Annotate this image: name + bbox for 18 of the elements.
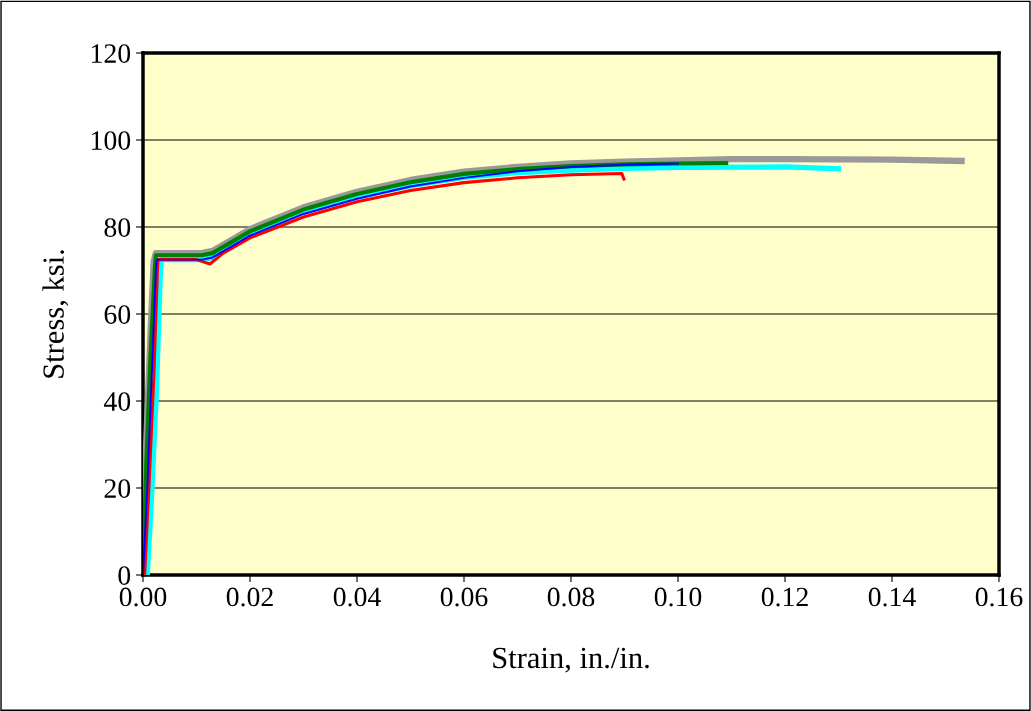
y-tick-label: 120: [91, 44, 131, 63]
y-tick-label: 20: [104, 479, 131, 498]
x-tick-label: 0.00: [119, 587, 167, 607]
x-axis-title: Strain, in./in.: [493, 647, 649, 673]
y-tick-label: 100: [91, 131, 131, 150]
x-tick-label: 0.10: [654, 587, 702, 607]
y-axis-title: Stress, ksi.: [42, 250, 69, 378]
x-tick-label: 0.14: [868, 587, 916, 607]
x-tick-label: 0.06: [440, 587, 488, 607]
y-tick-label: 40: [103, 392, 131, 411]
y-tick-label: 80: [104, 218, 131, 237]
x-tick-label: 0.02: [226, 587, 273, 607]
x-tick-label: 0.16: [975, 587, 1023, 607]
y-tick-label: 0: [118, 566, 131, 585]
x-tick-label: 0.04: [333, 587, 381, 607]
y-tick-label: 60: [104, 305, 131, 324]
x-tick-label: 0.08: [547, 587, 595, 607]
x-tick-label: 0.12: [761, 587, 808, 607]
